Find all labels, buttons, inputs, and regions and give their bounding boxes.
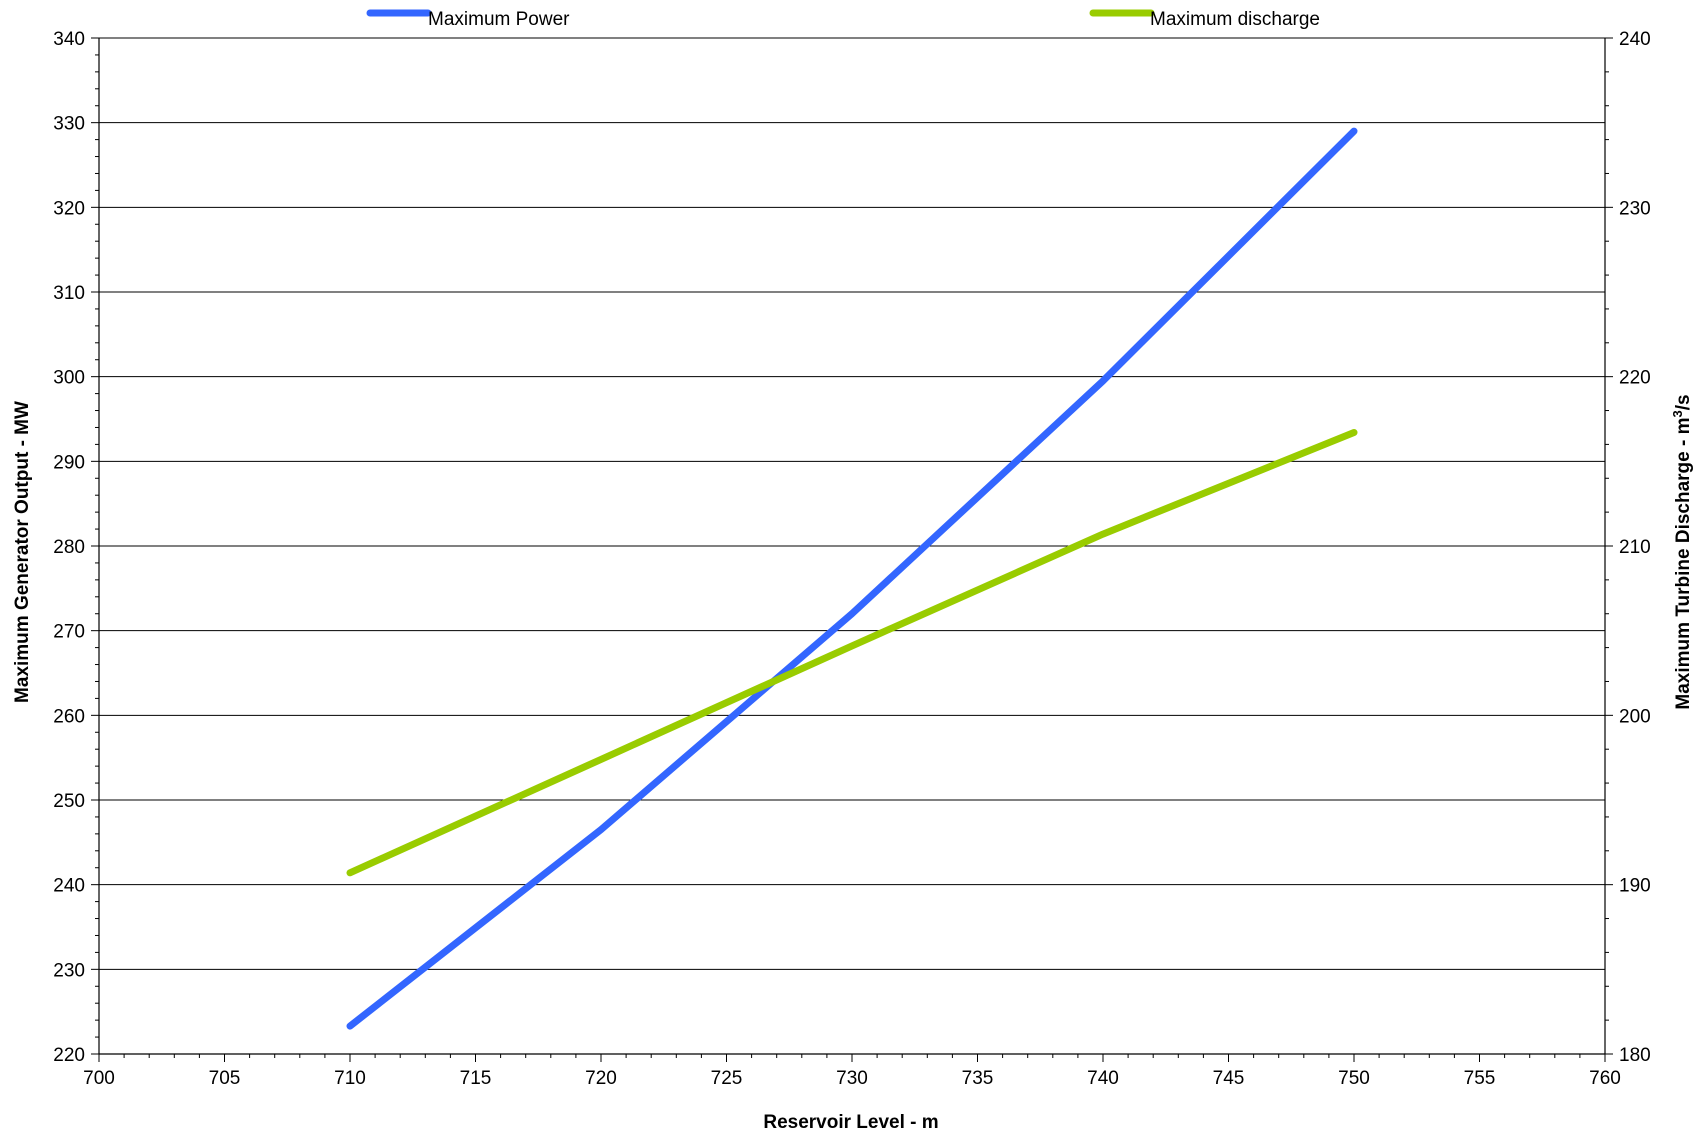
x-tick-label: 755 <box>1464 1068 1496 1089</box>
left-y-tick-label: 290 <box>53 452 85 473</box>
left-y-tick-label: 260 <box>53 706 85 727</box>
left-y-tick-label: 240 <box>53 876 85 897</box>
x-tick-label: 715 <box>460 1068 492 1089</box>
left-y-tick-label: 300 <box>53 368 85 389</box>
left-y-tick-label: 230 <box>53 960 85 981</box>
x-tick-label: 760 <box>1589 1068 1621 1089</box>
left-y-tick-label: 220 <box>53 1045 85 1066</box>
legend-label-2: Maximum discharge <box>1150 9 1320 30</box>
series-line-1 <box>346 127 1358 1030</box>
left-y-tick-label: 330 <box>53 114 85 135</box>
legend-label-1: Maximum Power <box>428 9 570 30</box>
right-y-tick-label: 210 <box>1619 537 1651 558</box>
right-y-axis-title-superscript: 3 <box>1670 410 1685 417</box>
x-tick-label: 740 <box>1087 1068 1119 1089</box>
series-line-2 <box>346 429 1358 877</box>
x-tick-label: 735 <box>962 1068 994 1089</box>
left-y-axis-title: Maximum Generator Output - MW <box>12 401 33 703</box>
x-tick-label: 700 <box>83 1068 115 1089</box>
right-y-tick-label: 230 <box>1619 198 1651 219</box>
x-tick-label: 750 <box>1338 1068 1370 1089</box>
left-y-tick-label: 280 <box>53 537 85 558</box>
gridlines <box>99 37 1605 970</box>
right-y-axis-title-main: Maximum Turbine Discharge - m <box>1673 417 1694 709</box>
x-axis-title: Reservoir Level - m <box>763 1112 938 1133</box>
right-y-tick-label: 180 <box>1619 1045 1651 1066</box>
x-tick-label: 730 <box>836 1068 868 1089</box>
legend: Maximum Power Maximum discharge <box>366 9 1320 30</box>
x-tick-label: 725 <box>711 1068 743 1089</box>
x-tick-label: 705 <box>209 1068 241 1089</box>
series-lines <box>346 127 1358 1030</box>
left-y-tick-label: 320 <box>53 198 85 219</box>
x-tick-label: 745 <box>1213 1068 1245 1089</box>
right-y-axis-title-suffix: /s <box>1673 394 1694 410</box>
left-y-tick-label: 340 <box>53 29 85 50</box>
right-y-tick-label: 240 <box>1619 29 1651 50</box>
right-y-tick-label: 200 <box>1619 706 1651 727</box>
left-y-tick-label: 250 <box>53 791 85 812</box>
right-y-tick-label: 220 <box>1619 368 1651 389</box>
left-y-tick-label: 270 <box>53 622 85 643</box>
right-y-tick-label: 190 <box>1619 876 1651 897</box>
x-tick-label: 720 <box>585 1068 617 1089</box>
left-y-tick-label: 310 <box>53 283 85 304</box>
axes: 700 705 710 715 720 725 730 735 740 745 750 755 760 2… <box>53 29 1650 1089</box>
x-tick-label: 710 <box>334 1068 366 1089</box>
right-y-axis-title: Maximum Turbine Discharge - m3/s <box>1670 394 1694 709</box>
